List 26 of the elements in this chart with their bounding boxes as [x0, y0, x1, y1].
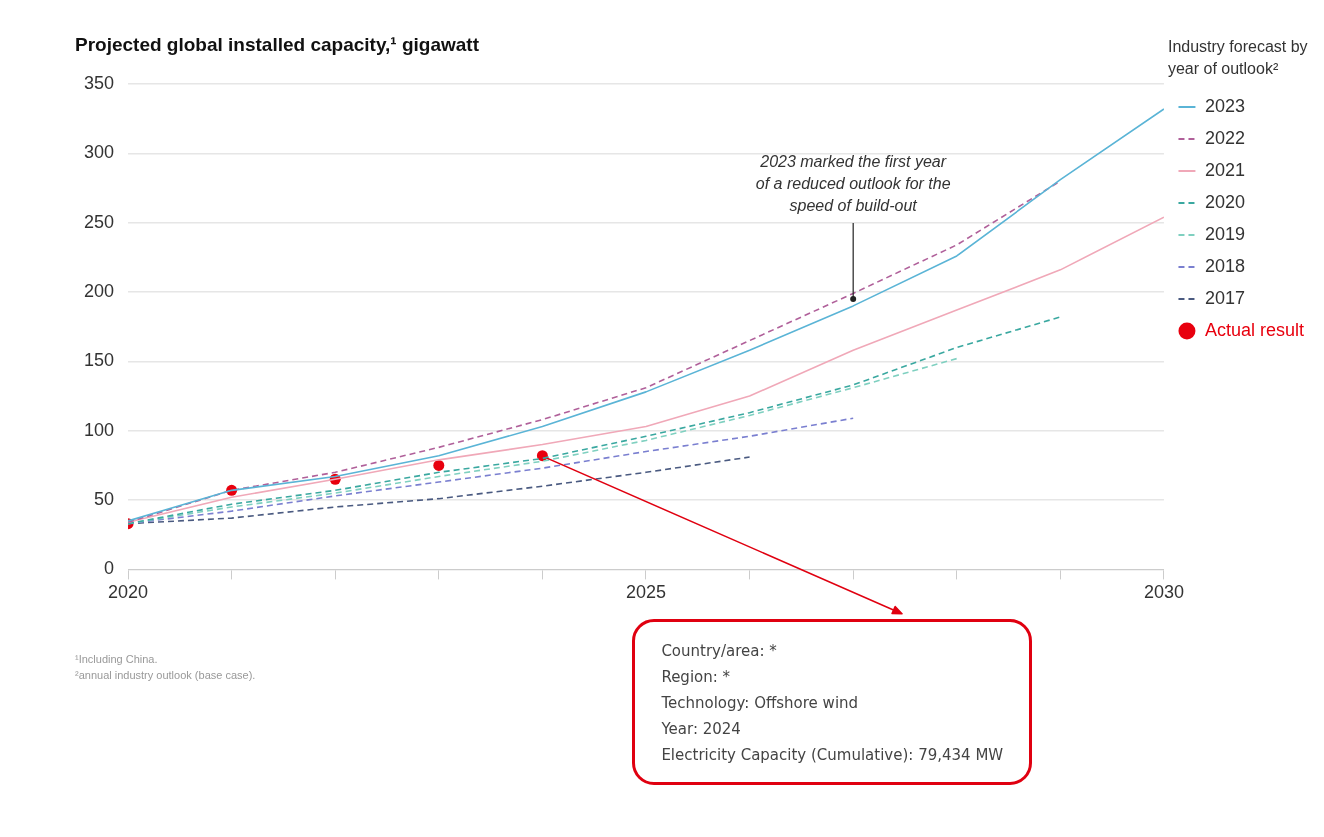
legend-label: 2022 [1204, 127, 1245, 148]
y-tick-label: 350 [83, 72, 115, 93]
y-tick-label: 250 [83, 211, 115, 232]
legend-label: 2019 [1204, 223, 1245, 244]
x-tick-label: 2020 [108, 582, 149, 603]
y-tick-label: 200 [83, 281, 115, 301]
annotation: 2023 marked the first year of a reduced outlook for the speed of build-out [755, 152, 951, 217]
text: ¹Including China. [75, 653, 158, 666]
legend-label: 2018 [1204, 255, 1245, 276]
y-tick-label: 50 [94, 489, 115, 510]
y-tick-label: 300 [83, 142, 115, 163]
legend-label: Actual result [1204, 319, 1304, 340]
y-tick-label: 150 [83, 350, 115, 371]
x-tick-label: 2030 [1143, 582, 1184, 603]
legend-label: 2023 [1204, 95, 1245, 116]
legend-label: 2017 [1204, 287, 1245, 308]
legend-label: 2021 [1204, 159, 1245, 180]
chart-title: Projected global installed capacity,¹ gigawatt [75, 34, 480, 56]
legend-title: Industry forecast by year of outlook² [1167, 37, 1309, 79]
x-tick-label: 2025 [625, 582, 667, 603]
legend-label: 2020 [1204, 191, 1245, 212]
text: ²annual industry outlook (base case). [75, 669, 256, 682]
y-tick-label: 100 [83, 419, 115, 440]
text: Country/area: * Region: * Technology: Offshore wind Year: 2024 Electricity Capacity (Cumulative): 79,434 MW [632, 619, 1033, 786]
y-tick-label: 0 [104, 558, 115, 579]
point [433, 459, 445, 471]
